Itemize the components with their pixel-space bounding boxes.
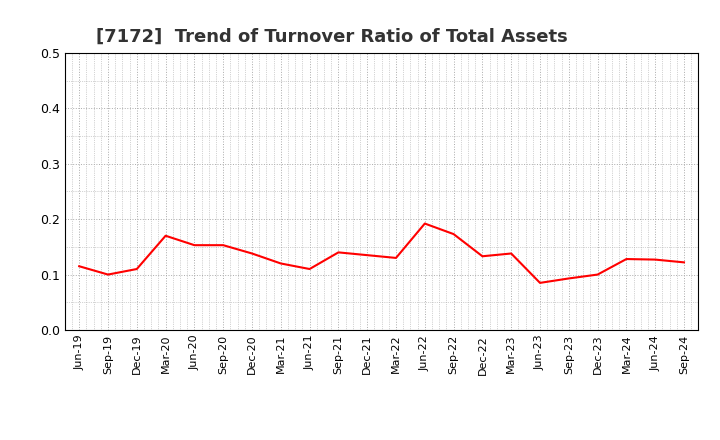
Text: [7172]  Trend of Turnover Ratio of Total Assets: [7172] Trend of Turnover Ratio of Total …: [96, 28, 568, 46]
